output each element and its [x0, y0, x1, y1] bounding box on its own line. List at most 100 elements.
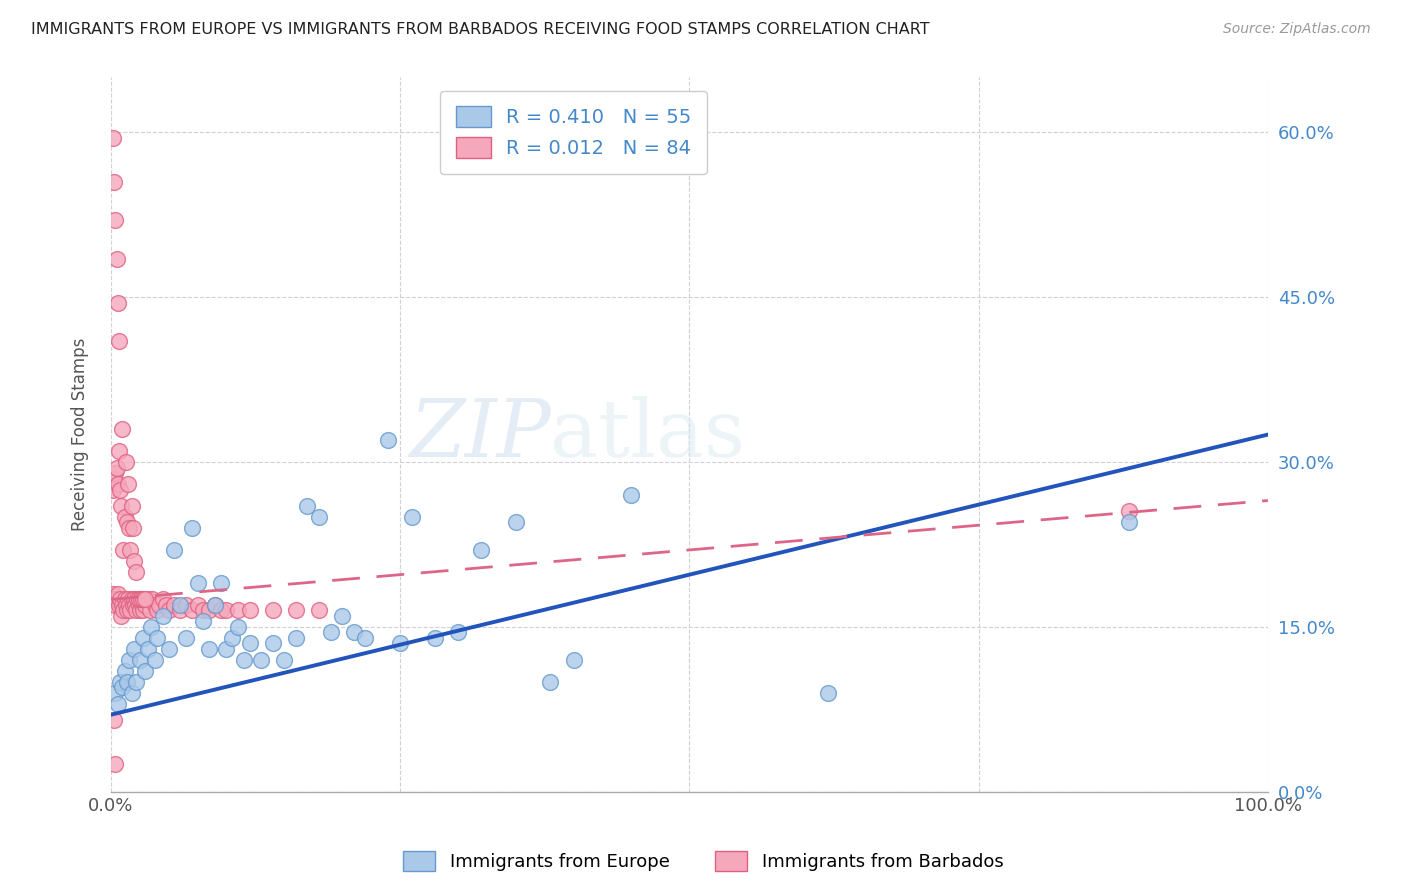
Point: [101, 131, 124, 145]
Point: [505, 516, 527, 530]
Point: [129, 592, 152, 607]
Point: [250, 653, 273, 667]
Point: [193, 615, 215, 629]
Point: [121, 499, 143, 513]
Point: [127, 592, 149, 607]
Point: [817, 686, 839, 700]
Point: [152, 608, 174, 623]
Point: [104, 213, 127, 227]
Point: [215, 641, 238, 656]
Point: [115, 603, 138, 617]
Point: [180, 603, 202, 617]
Point: [115, 674, 138, 689]
Point: [198, 641, 221, 656]
Point: [187, 598, 209, 612]
Point: [146, 631, 169, 645]
Point: [152, 592, 174, 607]
Legend: Immigrants from Europe, Immigrants from Barbados: Immigrants from Europe, Immigrants from …: [395, 844, 1011, 879]
Point: [110, 608, 132, 623]
Point: [139, 603, 162, 617]
Point: [108, 674, 131, 689]
Point: [157, 603, 180, 617]
Point: [115, 516, 138, 530]
Point: [114, 455, 136, 469]
Point: [118, 521, 141, 535]
Point: [354, 631, 377, 645]
Point: [221, 631, 243, 645]
Point: [226, 620, 249, 634]
Point: [540, 674, 562, 689]
Point: [112, 543, 135, 558]
Point: [204, 598, 226, 612]
Point: [124, 598, 146, 612]
Point: [146, 603, 169, 617]
Point: [136, 592, 159, 607]
Point: [169, 598, 191, 612]
Point: [401, 510, 423, 524]
Point: [226, 603, 249, 617]
Point: [117, 477, 139, 491]
Point: [1118, 516, 1140, 530]
Point: [103, 175, 125, 189]
Point: [308, 510, 330, 524]
Point: [1118, 504, 1140, 518]
Point: [562, 653, 585, 667]
Point: [108, 592, 131, 607]
Point: [128, 653, 150, 667]
Point: [120, 543, 142, 558]
Point: [118, 598, 141, 612]
Point: [308, 603, 330, 617]
Point: [104, 466, 127, 480]
Point: [163, 598, 186, 612]
Point: [110, 499, 132, 513]
Point: [136, 641, 159, 656]
Point: [121, 592, 143, 607]
Point: [284, 631, 307, 645]
Point: [174, 598, 197, 612]
Point: [134, 598, 156, 612]
Point: [180, 521, 202, 535]
Point: [121, 686, 143, 700]
Text: atlas: atlas: [551, 395, 745, 474]
Point: [330, 608, 353, 623]
Point: [120, 603, 142, 617]
Point: [174, 631, 197, 645]
Point: [101, 587, 124, 601]
Text: IMMIGRANTS FROM EUROPE VS IMMIGRANTS FROM BARBADOS RECEIVING FOOD STAMPS CORRELA: IMMIGRANTS FROM EUROPE VS IMMIGRANTS FRO…: [31, 22, 929, 37]
Point: [107, 295, 129, 310]
Point: [389, 636, 412, 650]
Point: [143, 653, 166, 667]
Point: [122, 554, 145, 568]
Point: [141, 620, 163, 634]
Point: [107, 587, 129, 601]
Point: [262, 636, 284, 650]
Point: [105, 460, 128, 475]
Point: [121, 598, 143, 612]
Point: [343, 625, 366, 640]
Point: [101, 483, 124, 497]
Point: [157, 641, 180, 656]
Point: [131, 598, 153, 612]
Point: [273, 653, 295, 667]
Point: [193, 603, 215, 617]
Point: [447, 625, 470, 640]
Point: [104, 686, 127, 700]
Point: [377, 433, 399, 447]
Point: [141, 592, 163, 607]
Point: [118, 653, 141, 667]
Text: ZIP: ZIP: [409, 396, 551, 474]
Point: [169, 603, 191, 617]
Point: [239, 636, 262, 650]
Point: [129, 592, 152, 607]
Point: [239, 603, 262, 617]
Point: [108, 444, 131, 458]
Point: [132, 603, 155, 617]
Point: [134, 664, 156, 678]
Legend: R = 0.410   N = 55, R = 0.012   N = 84: R = 0.410 N = 55, R = 0.012 N = 84: [440, 91, 707, 174]
Point: [104, 757, 127, 772]
Point: [107, 697, 129, 711]
Point: [209, 603, 232, 617]
Point: [198, 603, 221, 617]
Point: [132, 631, 155, 645]
Point: [103, 592, 125, 607]
